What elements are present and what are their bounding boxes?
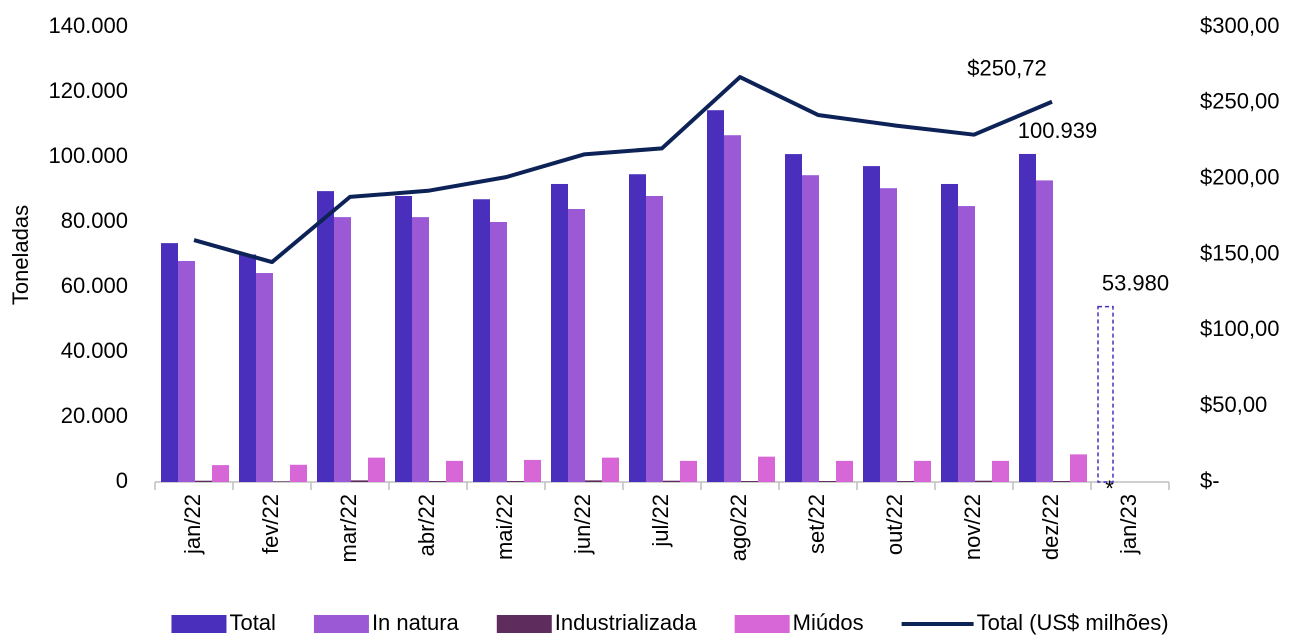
bar: [741, 481, 758, 482]
x-tick-label: mar/22: [336, 494, 361, 562]
bar: [680, 460, 697, 482]
bar: [473, 199, 490, 482]
y-tick-label: 40.000: [61, 338, 128, 363]
bar: [568, 209, 585, 482]
bar: [724, 135, 741, 482]
bar: [195, 480, 212, 482]
bar: [585, 480, 602, 482]
bar: [802, 175, 819, 482]
legend-label: In natura: [372, 610, 460, 635]
y-tick-label: 140.000: [48, 13, 128, 38]
bar: [602, 457, 619, 482]
bar: [429, 481, 446, 482]
bar: [1019, 153, 1036, 483]
bar: [646, 196, 663, 482]
bar: [880, 188, 897, 482]
bar: [551, 183, 568, 482]
y-tick-label: 20.000: [61, 403, 128, 428]
y2-tick-label: $300,00: [1200, 13, 1280, 38]
y-tick-label: 0: [116, 468, 128, 493]
bar: [317, 191, 334, 482]
bar: [273, 481, 290, 482]
bar: [1097, 305, 1114, 483]
y2-tick-label: $50,00: [1200, 392, 1267, 417]
bar: [819, 481, 836, 482]
y2-tick-label: $250,00: [1200, 89, 1280, 114]
bar: [707, 110, 724, 482]
y-tick-label: 100.000: [48, 143, 128, 168]
bar: [629, 174, 646, 482]
y2-tick-label: $150,00: [1200, 240, 1280, 265]
y-axis-label: Toneladas: [8, 205, 33, 305]
data-label: 100.939: [1018, 118, 1098, 143]
bar: [1070, 454, 1087, 482]
legend-swatch: [313, 615, 369, 633]
bar: [785, 154, 802, 482]
y-tick-label: 80.000: [61, 208, 128, 233]
x-tick-label: jul/22: [648, 494, 673, 548]
bar: [256, 273, 273, 482]
x-tick-label: abr/22: [414, 494, 439, 556]
x-tick-label: ago/22: [726, 494, 751, 561]
y-tick-label: 120.000: [48, 78, 128, 103]
bar: [863, 166, 880, 482]
y2-tick-label: $100,00: [1200, 316, 1280, 341]
x-tick-label: mai/22: [492, 494, 517, 560]
x-tick-label: nov/22: [960, 494, 985, 560]
legend-swatch: [171, 615, 227, 633]
bar: [368, 457, 385, 482]
bar: [958, 206, 975, 482]
bar: [1053, 481, 1070, 482]
data-label: $250,72: [967, 56, 1047, 81]
bar: [446, 460, 463, 482]
line: [193, 75, 1053, 265]
bar: [524, 459, 541, 482]
x-tick-label: jan/23: [1116, 494, 1141, 555]
bar: [836, 460, 853, 482]
bar: [334, 217, 351, 482]
x-tick-label: out/22: [882, 494, 907, 555]
legend-item: Total (US$ milhões): [901, 610, 1169, 635]
bar: [507, 481, 524, 482]
legend-swatch: [496, 615, 552, 633]
bar: [178, 261, 195, 482]
bar: [941, 183, 958, 482]
bar: [161, 243, 178, 482]
annotation: *: [1105, 476, 1114, 501]
bar: [758, 456, 775, 482]
bar: [914, 460, 931, 482]
legend-label: Total (US$ milhões): [977, 610, 1169, 635]
y-tick-label: 60.000: [61, 273, 128, 298]
legend-item: Industrializada: [496, 610, 698, 635]
legend-item: Miúdos: [734, 610, 864, 635]
bar: [412, 217, 429, 482]
x-tick-label: dez/22: [1038, 494, 1063, 560]
legend-item: Total: [171, 610, 276, 635]
legend-label: Industrializada: [555, 610, 698, 635]
bar: [1036, 180, 1053, 482]
bar: [212, 465, 229, 482]
bar: [351, 480, 368, 482]
legend-swatch: [734, 615, 790, 633]
legend-label: Miúdos: [793, 610, 864, 635]
bar: [290, 464, 307, 482]
bar: [992, 460, 1009, 482]
x-tick-label: fev/22: [258, 494, 283, 554]
x-tick-label: jun/22: [570, 494, 595, 555]
bar: [490, 222, 507, 482]
y2-tick-label: $-: [1200, 468, 1220, 493]
bar: [663, 480, 680, 482]
bar: [975, 480, 992, 482]
legend-item: In natura: [313, 610, 460, 635]
y2-tick-label: $200,00: [1200, 164, 1280, 189]
bar: [897, 481, 914, 482]
x-tick-label: jan/22: [180, 494, 205, 555]
data-label: 53.980: [1102, 270, 1169, 295]
bar: [239, 254, 256, 482]
legend-label: Total: [229, 610, 275, 635]
bar: [395, 196, 412, 482]
x-tick-label: set/22: [804, 494, 829, 554]
